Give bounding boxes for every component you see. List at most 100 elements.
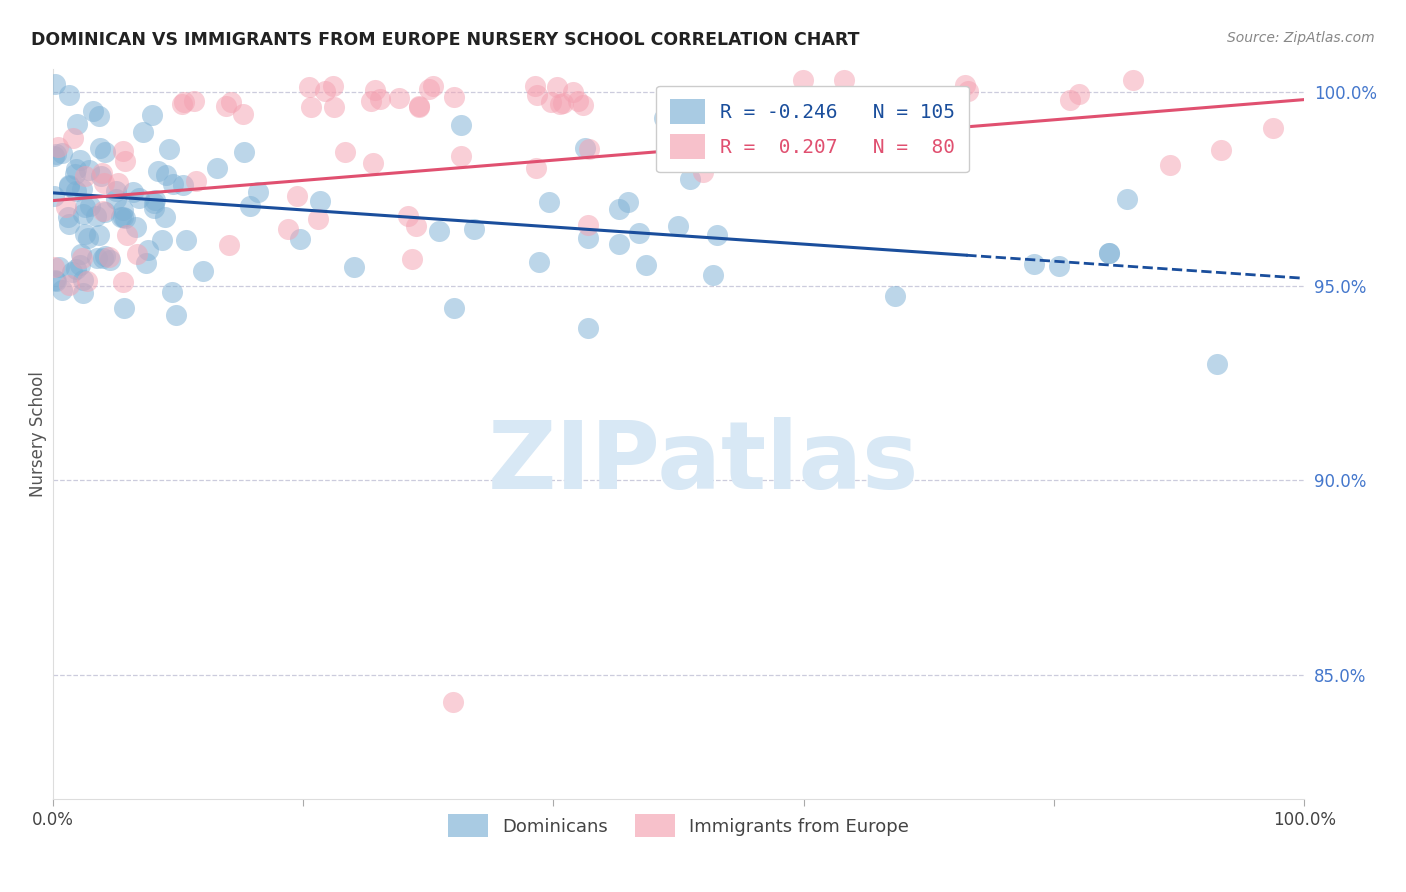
Point	[98, 253, 121, 268]
Point	[89, 141, 111, 155]
Y-axis label: Nursery School: Nursery School	[30, 371, 46, 497]
Point	[308, 194, 330, 209]
Point	[58, 178, 80, 192]
Point	[110, 210, 132, 224]
Point	[48, 260, 70, 275]
Point	[183, 94, 205, 108]
Point	[463, 222, 485, 236]
Point	[401, 252, 423, 266]
Point	[692, 165, 714, 179]
Point	[135, 256, 157, 270]
Point	[232, 107, 254, 121]
Point	[146, 164, 169, 178]
Point	[567, 94, 589, 108]
Point	[578, 320, 600, 334]
Point	[84, 209, 107, 223]
Point	[75, 227, 97, 242]
Point	[693, 125, 716, 139]
Point	[66, 117, 89, 131]
Point	[884, 289, 907, 303]
Point	[285, 189, 308, 203]
Point	[956, 83, 979, 97]
Point	[44, 273, 66, 287]
Point	[576, 218, 599, 232]
Point	[72, 207, 94, 221]
Point	[155, 169, 177, 183]
Point	[219, 95, 242, 109]
Point	[70, 246, 93, 260]
Point	[51, 283, 73, 297]
Point	[45, 146, 67, 161]
Point	[443, 90, 465, 104]
Point	[76, 274, 98, 288]
Point	[298, 80, 321, 95]
Point	[314, 84, 336, 98]
Point	[107, 176, 129, 190]
Point	[111, 144, 134, 158]
Point	[65, 184, 87, 198]
Point	[616, 194, 638, 209]
Point	[1098, 245, 1121, 260]
Point	[184, 174, 207, 188]
Point	[114, 154, 136, 169]
Point	[136, 244, 159, 258]
Point	[94, 205, 117, 219]
Point	[307, 212, 329, 227]
Point	[524, 161, 547, 175]
Point	[523, 79, 546, 94]
Text: DOMINICAN VS IMMIGRANTS FROM EUROPE NURSERY SCHOOL CORRELATION CHART: DOMINICAN VS IMMIGRANTS FROM EUROPE NURS…	[31, 31, 859, 49]
Point	[77, 231, 100, 245]
Point	[79, 199, 101, 213]
Point	[672, 136, 695, 150]
Point	[131, 125, 153, 139]
Point	[1115, 192, 1137, 206]
Point	[333, 145, 356, 160]
Point	[218, 238, 240, 252]
Point	[450, 149, 472, 163]
Point	[529, 254, 551, 268]
Point	[628, 227, 651, 241]
Point	[636, 258, 658, 272]
Text: ZIPatlas: ZIPatlas	[488, 417, 920, 509]
Point	[441, 695, 464, 709]
Point	[69, 153, 91, 167]
Point	[323, 100, 346, 114]
Point	[860, 116, 883, 130]
Point	[142, 201, 165, 215]
Point	[408, 98, 430, 112]
Point	[44, 149, 66, 163]
Point	[1209, 143, 1232, 157]
Point	[42, 260, 65, 274]
Legend: Dominicans, Immigrants from Europe: Dominicans, Immigrants from Europe	[440, 807, 917, 845]
Point	[55, 200, 77, 214]
Point	[45, 274, 67, 288]
Point	[72, 272, 94, 286]
Point	[127, 246, 149, 260]
Point	[122, 186, 145, 200]
Point	[443, 301, 465, 316]
Point	[578, 231, 600, 245]
Point	[207, 161, 229, 176]
Point	[526, 88, 548, 103]
Point	[666, 219, 689, 233]
Point	[173, 95, 195, 109]
Point	[114, 211, 136, 226]
Point	[142, 195, 165, 210]
Point	[1206, 357, 1229, 371]
Point	[572, 97, 595, 112]
Point	[1159, 158, 1181, 172]
Point	[1047, 259, 1070, 273]
Point	[1098, 246, 1121, 260]
Point	[46, 140, 69, 154]
Point	[128, 191, 150, 205]
Point	[62, 130, 84, 145]
Point	[58, 87, 80, 102]
Point	[953, 78, 976, 93]
Point	[91, 251, 114, 265]
Point	[360, 94, 382, 108]
Point	[141, 108, 163, 122]
Point	[679, 172, 702, 186]
Point	[561, 85, 583, 99]
Point	[112, 276, 135, 290]
Point	[215, 98, 238, 112]
